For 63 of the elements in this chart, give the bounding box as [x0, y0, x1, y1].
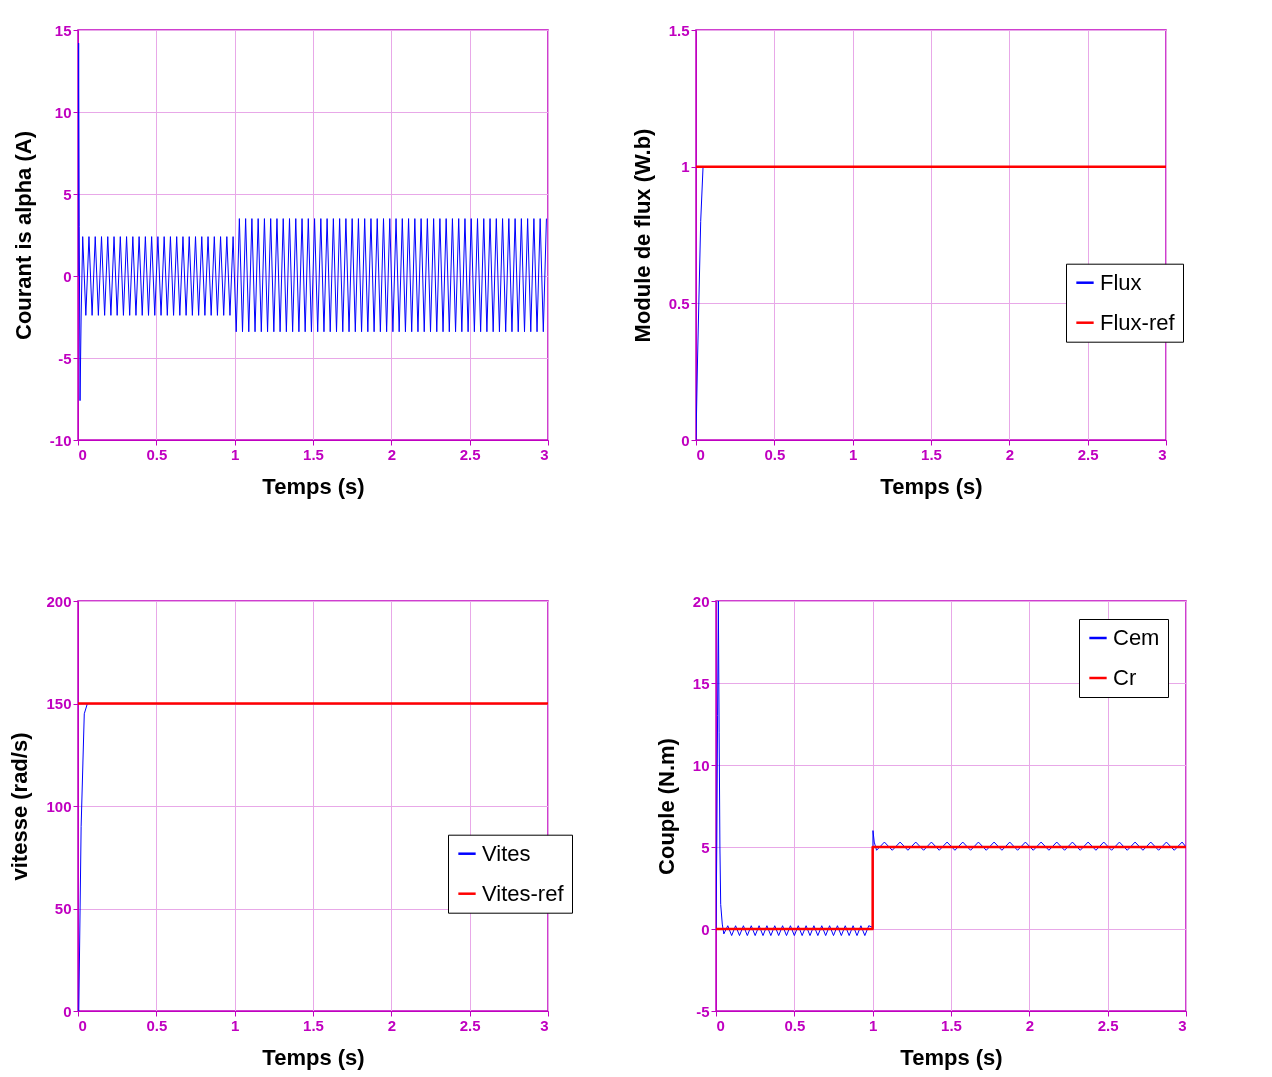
y-tick-label: 150	[46, 695, 72, 712]
x-axis-title: Temps (s)	[880, 473, 983, 499]
legend-label: Cr	[1113, 665, 1137, 690]
y-axis-title: Module de flux (W.b)	[629, 128, 655, 343]
y-tick-label: 20	[692, 592, 710, 610]
x-tick-label: 0.5	[146, 445, 168, 463]
x-tick-label: 2	[387, 1016, 397, 1034]
x-tick-label: 2.5	[459, 1016, 481, 1034]
x-tick-label: 3	[540, 1016, 549, 1034]
legend-label: Flux	[1100, 269, 1142, 295]
y-axis-title: vitesse (rad/s)	[7, 732, 33, 881]
x-tick-label: 1	[230, 1016, 240, 1034]
legend-label: Flux-ref	[1100, 309, 1176, 335]
x-axis-title: Temps (s)	[262, 1044, 365, 1070]
y-axis-title: Courant is alpha (A)	[10, 130, 36, 341]
x-tick-label: 1	[230, 445, 240, 463]
y-tick-label: 5	[701, 838, 710, 856]
x-tick-label: 2	[1005, 445, 1015, 463]
y-tick-label: -5	[58, 349, 72, 367]
x-tick-label: 3	[540, 445, 549, 463]
x-tick-label: 0.5	[784, 1016, 806, 1034]
y-tick-label: 0	[63, 267, 72, 285]
y-tick-label: 0.5	[668, 294, 690, 312]
x-axis-title: Temps (s)	[900, 1044, 1003, 1070]
y-tick-label: 200	[46, 592, 72, 610]
legend-label: Cem	[1113, 625, 1160, 650]
y-axis-title: Couple (N.m)	[653, 738, 679, 875]
x-tick-label: 1.5	[921, 445, 942, 463]
x-tick-label: 1	[868, 1016, 878, 1034]
x-tick-label: 1.5	[941, 1016, 962, 1034]
x-tick-label: 3	[1158, 445, 1167, 463]
x-tick-label: 2.5	[1077, 445, 1099, 463]
y-tick-label: 10	[54, 103, 72, 121]
x-tick-label: 1.5	[303, 445, 324, 463]
x-tick-label: 0	[716, 1016, 725, 1034]
x-tick-label: 2.5	[1097, 1016, 1119, 1034]
y-tick-label: 10	[692, 756, 710, 774]
y-tick-label: 15	[692, 674, 710, 692]
x-tick-label: 0.5	[764, 445, 786, 463]
x-tick-label: 1.5	[303, 1016, 324, 1034]
y-tick-label: 1	[681, 158, 690, 176]
x-tick-label: 3	[1178, 1016, 1187, 1034]
line-series	[78, 42, 547, 402]
y-tick-label: 0	[701, 920, 710, 938]
x-axis-title: Temps (s)	[262, 473, 365, 499]
x-tick-label: 0.5	[146, 1016, 168, 1034]
y-tick-label: 15	[54, 21, 72, 39]
x-tick-label: 0	[78, 445, 87, 463]
legend-label: Vites	[482, 840, 531, 866]
y-tick-label: 1.5	[668, 21, 690, 39]
x-tick-label: 2	[387, 445, 397, 463]
y-tick-label: 50	[54, 900, 72, 917]
y-tick-label: 0	[681, 431, 690, 449]
y-tick-label: -5	[696, 1002, 710, 1020]
y-tick-label: -10	[49, 431, 72, 449]
x-tick-label: 2.5	[459, 445, 481, 463]
y-tick-label: 5	[63, 185, 72, 203]
y-tick-label: 0	[63, 1002, 72, 1020]
x-tick-label: 2	[1025, 1016, 1035, 1034]
y-tick-label: 100	[46, 797, 72, 815]
x-tick-label: 0	[78, 1016, 87, 1034]
legend-label: Vites-ref	[482, 880, 565, 906]
x-tick-label: 1	[848, 445, 858, 463]
